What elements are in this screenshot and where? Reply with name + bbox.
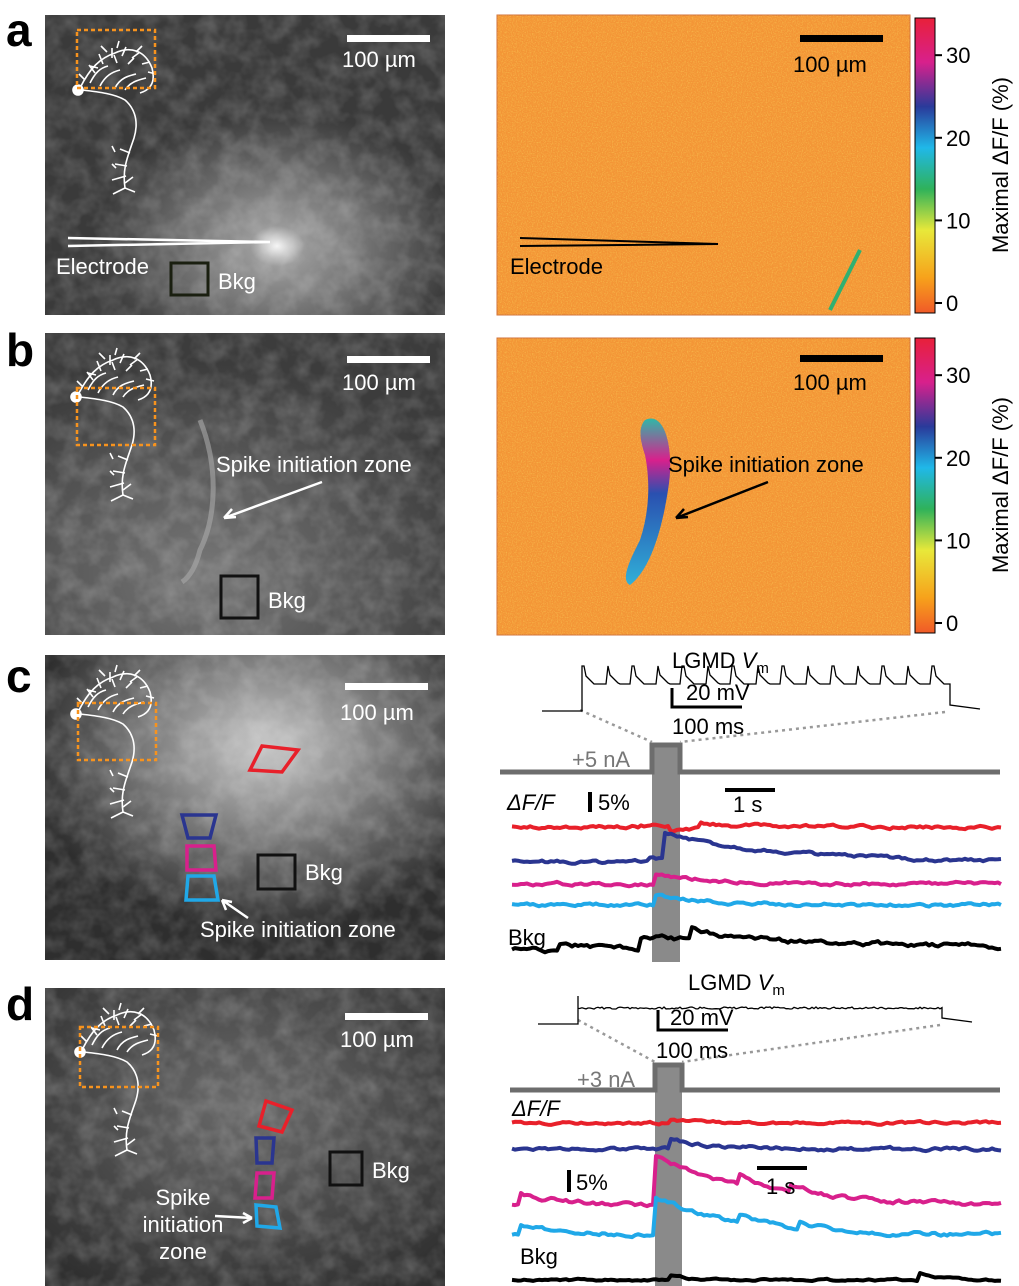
panel-label: b: [6, 324, 34, 376]
panel-label: d: [6, 978, 34, 1030]
scale-bar: [347, 356, 430, 363]
bkg-label: Bkg: [218, 269, 256, 294]
colorbar-tick-label: 10: [946, 528, 970, 553]
scale-bar: [800, 35, 883, 42]
scale-bar: [567, 1170, 571, 1192]
colorbar-tick-label: 30: [946, 43, 970, 68]
vm-sub: m: [772, 982, 785, 999]
trace: [512, 822, 1001, 831]
electrode-label: Electrode: [510, 254, 603, 279]
dff-label: ΔF/F: [511, 1096, 561, 1121]
traces-d: [510, 996, 1001, 1286]
zone-label: Spike initiation zone: [668, 452, 864, 477]
vm-sub: m: [756, 660, 769, 677]
electrode-label: Electrode: [56, 254, 149, 279]
scale-label: 100 µm: [342, 47, 416, 72]
trace: [512, 1139, 1001, 1151]
colorbar-tick-label: 10: [946, 208, 970, 233]
colorbar-label: Maximal ΔF/F (%): [988, 397, 1013, 573]
scale-label: 100 µm: [793, 370, 867, 395]
trace: [512, 927, 1001, 952]
scale-bar: [347, 35, 430, 42]
current-label: +5 nA: [572, 747, 630, 772]
bkg-label: Bkg: [520, 1244, 558, 1269]
bkg-label: Bkg: [305, 860, 343, 885]
sec-label: 1 s: [766, 1174, 795, 1199]
bkg-label: Bkg: [372, 1158, 410, 1183]
stim-shade: [655, 1065, 682, 1286]
zone-label: Spike: [155, 1185, 210, 1210]
colorbar-tick-label: 0: [946, 611, 958, 636]
colorbar-ticks: 0 10 20 30: [935, 43, 970, 316]
vm-prefix: LGMD: [672, 648, 742, 673]
colorbar: [915, 338, 935, 633]
zone-label: Spike initiation zone: [200, 917, 396, 942]
sec-label: 1 s: [733, 792, 762, 817]
pct-label: 5%: [576, 1170, 608, 1195]
scale-label: 100 µm: [340, 1027, 414, 1052]
trace: [512, 1120, 1001, 1125]
zoom-line: [578, 1020, 940, 1062]
scale-bar: [588, 792, 592, 812]
scale-bar: [345, 1013, 428, 1020]
colorbar-tick-label: 20: [946, 126, 970, 151]
pct-label: 5%: [598, 790, 630, 815]
ms-label: 100 ms: [672, 714, 744, 739]
zoom-line: [580, 710, 945, 742]
panel-label: a: [6, 4, 32, 56]
vm-prefix: LGMD: [688, 970, 758, 995]
current-label: +3 nA: [577, 1067, 635, 1092]
mv-label: 20 mV: [686, 680, 750, 705]
stim-shade: [652, 745, 680, 962]
vm-label: LGMD Vm: [672, 648, 769, 677]
trace: [512, 895, 1001, 907]
zone-label: Spike initiation zone: [216, 452, 412, 477]
ms-label: 100 ms: [656, 1038, 728, 1063]
scale-bar: [800, 355, 883, 362]
colorbar-tick-label: 0: [946, 291, 958, 316]
colorbar-tick-label: 20: [946, 446, 970, 471]
trace: [512, 1273, 1001, 1281]
scale-label: 100 µm: [340, 700, 414, 725]
vm-label: LGMD Vm: [688, 970, 785, 999]
bkg-label: Bkg: [508, 925, 546, 950]
scale-bar: [345, 683, 428, 690]
dff-label: ΔF/F: [506, 790, 556, 815]
colorbar: [915, 18, 935, 313]
bkg-label: Bkg: [268, 588, 306, 613]
trace: [512, 833, 1001, 864]
colorbar-label: Maximal ΔF/F (%): [988, 77, 1013, 253]
colorbar-ticks: 0 10 20 30: [935, 363, 970, 636]
trace: [512, 875, 1001, 887]
colorbar-tick-label: 30: [946, 363, 970, 388]
scale-label: 100 µm: [793, 52, 867, 77]
figure: a 100 µm Electrode Bkg 100 µm Electrode …: [0, 0, 1019, 1286]
zone-label: initiation: [143, 1212, 224, 1237]
scale-bar: [757, 1166, 807, 1170]
panel-label: c: [6, 650, 32, 702]
zone-label: zone: [159, 1239, 207, 1264]
scale-label: 100 µm: [342, 370, 416, 395]
mv-label: 20 mV: [670, 1005, 734, 1030]
vm-trace: [538, 996, 972, 1024]
